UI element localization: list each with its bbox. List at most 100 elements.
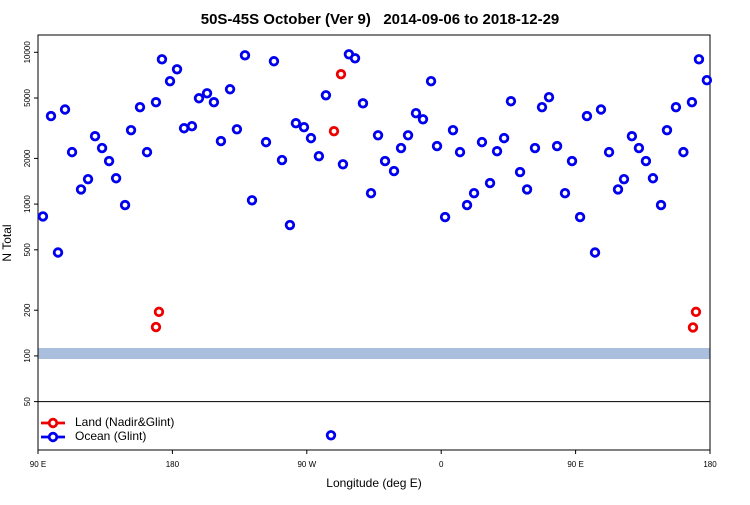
point [156,54,168,65]
point [349,53,361,64]
point [687,322,699,333]
point [357,98,369,109]
point [372,130,384,141]
reference-band [38,348,710,359]
point [335,69,347,80]
point [505,96,517,107]
point [701,74,713,86]
point [164,76,176,87]
point [119,199,131,211]
point [276,154,288,166]
point [82,173,94,185]
point [298,122,310,133]
point [574,211,586,223]
point [150,97,162,108]
point [388,165,400,177]
x-tick-label: 90 W [297,460,316,469]
y-tick-label: 500 [23,243,32,257]
x-axis-title: Longitude (deg E) [326,476,421,490]
point [690,306,702,318]
point [447,124,459,136]
point [153,306,165,318]
legend-marker [47,431,59,443]
point [96,142,108,154]
point [678,146,689,158]
point [626,131,638,142]
plot-frame [37,34,711,451]
point [521,184,533,195]
point [476,136,488,148]
x-tick-label: 90 E [30,460,46,469]
point [45,110,57,122]
point [66,146,78,158]
point [231,124,243,135]
point [514,166,526,178]
point [325,430,337,441]
point [337,159,349,170]
point [224,84,236,95]
point [215,135,227,147]
point [75,184,87,195]
point [379,155,391,167]
point [425,76,437,87]
point [365,187,377,199]
chart-title: 50S-45S October (Ver 9) 2014-09-06 to 20… [201,11,560,28]
point [103,155,115,167]
point [201,88,213,99]
point [150,321,162,333]
point [141,146,153,158]
point [454,146,466,158]
point [612,184,624,195]
point [37,211,49,222]
y-tick-label: 50 [23,397,32,406]
point [603,146,615,158]
point [551,140,563,152]
point [268,56,280,67]
y-axis-title: N Total [0,224,14,261]
legend-marker [47,417,59,429]
point [284,219,296,231]
point [484,177,496,189]
point [647,173,659,184]
point [559,187,571,199]
point [313,150,325,162]
point [410,108,422,119]
point [595,104,607,115]
point [178,123,190,134]
y-tick-label: 1000 [23,195,32,213]
point [670,101,682,113]
point [417,114,429,125]
point [618,173,630,185]
y-tick-label: 200 [23,303,32,317]
point [498,132,510,144]
x-tick-label: 90 E [567,460,583,469]
point [171,64,183,75]
point [290,118,302,129]
point [529,142,541,154]
point [581,110,593,122]
legend-label: Land (Nadir&Glint) [75,415,174,429]
y-tick-label: 2000 [23,149,32,167]
x-tick-label: 180 [166,460,180,469]
point [52,247,64,258]
point [305,132,317,144]
point [686,97,698,108]
y-tick-label: 100 [23,349,32,363]
point [186,120,198,132]
point [402,130,414,141]
y-tick-label: 10000 [23,41,32,64]
point [431,140,443,152]
point [125,124,137,136]
point [439,211,451,223]
point [246,195,258,206]
point [543,92,555,103]
point [89,131,101,142]
point [134,101,146,113]
y-tick-label: 5000 [23,89,32,107]
point [655,199,667,211]
legend-label: Ocean (Glint) [75,429,146,443]
point [328,126,340,137]
x-tick-label: 180 [703,460,717,469]
point [468,187,480,199]
